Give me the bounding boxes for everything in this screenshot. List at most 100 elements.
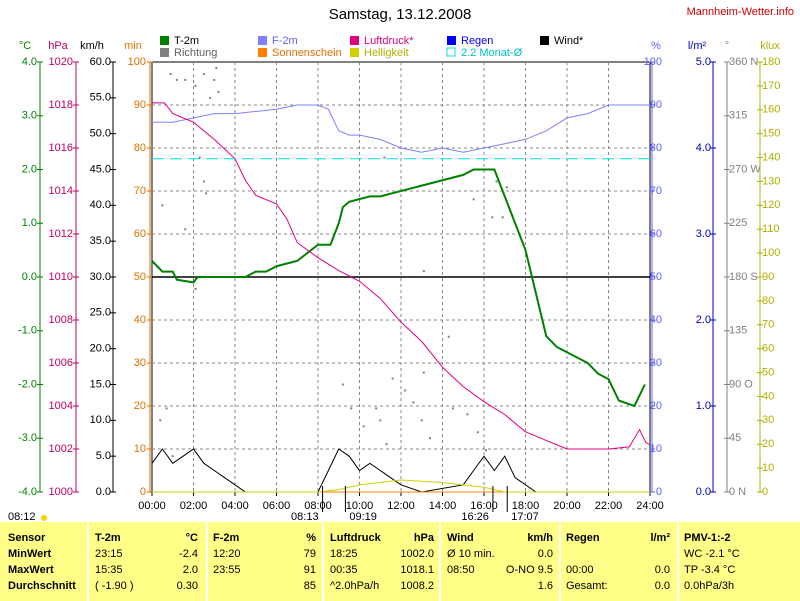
legend-swatch <box>160 36 169 45</box>
direction-dot <box>194 287 197 290</box>
y-tick-label: 2.0 <box>22 163 37 175</box>
legend-label: F-2m <box>272 35 298 47</box>
x-tick-label: 10:00 <box>346 500 374 512</box>
y-tick-label: 80 <box>134 142 146 154</box>
y-tick-label: 20 <box>134 400 146 412</box>
direction-dot <box>350 407 353 410</box>
table-cell: 15:35 <box>95 564 123 576</box>
y-tick-label: 180 <box>762 56 780 68</box>
direction-dot <box>194 84 197 87</box>
y-tick-label: 30 <box>134 357 146 369</box>
direction-dot <box>447 335 450 338</box>
direction-dot <box>375 407 378 410</box>
table-cell: 23:55 <box>213 564 241 576</box>
y-tick-label: 40 <box>134 314 146 326</box>
axis-unit: ° <box>725 40 729 52</box>
y-tick-label: 25.0 <box>90 307 111 319</box>
table-cell: -2.4 <box>179 548 198 560</box>
series-line <box>152 104 650 153</box>
y-tick-label: 160 <box>762 104 780 116</box>
direction-dot <box>412 401 415 404</box>
direction-dot <box>165 407 168 410</box>
legend-swatch <box>540 36 549 45</box>
x-tick-label: 12:00 <box>387 500 415 512</box>
y-tick-label: 1012 <box>49 228 73 240</box>
event-label: 16:26 <box>461 511 489 523</box>
y-tick-label: 5.0 <box>96 450 111 462</box>
y-tick-label: 120 <box>762 199 780 211</box>
direction-dot <box>472 198 475 201</box>
y-tick-label: 135 <box>729 325 747 337</box>
legend-swatch <box>258 48 267 57</box>
y-tick-label: 130 <box>762 175 780 187</box>
table-cell: O-NO 9.5 <box>506 564 553 576</box>
series-line <box>152 102 651 450</box>
legend-label: Wind* <box>554 35 584 47</box>
table-cell: Durchschnitt <box>8 580 76 592</box>
y-tick-label: 60.0 <box>90 56 111 68</box>
y-tick-label: 30 <box>650 357 662 369</box>
y-tick-label: 2.0 <box>696 314 711 326</box>
y-tick-label: 60 <box>762 343 774 355</box>
axis-unit: hPa <box>48 40 68 52</box>
legend-label: Regen <box>461 35 493 47</box>
x-tick-label: 02:00 <box>180 500 208 512</box>
table-cell: Luftdruck <box>330 532 382 544</box>
y-tick-label: 1018 <box>49 99 73 111</box>
direction-dot <box>198 156 201 159</box>
sunrise-label: 08:12 <box>8 511 36 523</box>
table-cell: ( -1.90 ) <box>95 580 134 592</box>
table-cell: km/h <box>527 532 553 544</box>
y-tick-label: 20.0 <box>90 343 111 355</box>
y-tick-label: 100 <box>762 247 780 259</box>
direction-dot <box>184 78 187 81</box>
y-tick-label: 1.0 <box>22 217 37 229</box>
direction-dot <box>175 78 178 81</box>
direction-dot <box>362 425 365 428</box>
direction-dot <box>501 216 504 219</box>
table-cell: 23:15 <box>95 548 123 560</box>
table-cell: 18:25 <box>330 548 358 560</box>
table-cell: ^2.0hPa/h <box>330 580 379 592</box>
y-tick-label: -2.0 <box>18 378 37 390</box>
y-tick-label: 1008 <box>49 314 73 326</box>
x-tick-label: 00:00 <box>138 500 166 512</box>
direction-dot <box>215 66 218 69</box>
table-cell: MinWert <box>8 548 52 560</box>
y-tick-label: 20 <box>650 400 662 412</box>
y-tick-label: 90 <box>134 99 146 111</box>
y-tick-label: 60 <box>134 228 146 240</box>
table-cell: 00:00 <box>566 564 594 576</box>
table-cell: 00:35 <box>330 564 358 576</box>
legend-swatch <box>258 36 267 45</box>
table-cell: 2.0 <box>183 564 198 576</box>
table-cell: 1002.0 <box>400 548 434 560</box>
y-tick-label: 1.0 <box>696 400 711 412</box>
table-cell: 91 <box>304 564 316 576</box>
y-tick-label: 45.0 <box>90 163 111 175</box>
direction-dot <box>184 228 187 231</box>
y-tick-label: 110 <box>762 223 780 235</box>
legend-swatch <box>446 47 456 57</box>
y-tick-label: 0 N <box>729 486 746 498</box>
event-label: 08:13 <box>291 511 319 523</box>
y-tick-label: 50 <box>650 271 662 283</box>
y-tick-label: 30 <box>762 414 774 426</box>
y-tick-label: 3.0 <box>22 110 37 122</box>
y-tick-label: 225 <box>729 217 747 229</box>
legend-swatch <box>160 48 169 57</box>
y-tick-label: 10.0 <box>90 414 111 426</box>
legend-swatch <box>447 36 456 45</box>
y-tick-label: 50 <box>762 366 774 378</box>
axis-unit: klux <box>760 40 780 52</box>
axis-unit: min <box>124 40 142 52</box>
y-tick-label: 70 <box>762 319 774 331</box>
y-tick-label: 0 <box>762 486 768 498</box>
direction-dot <box>161 204 164 207</box>
x-tick-label: 22:00 <box>595 500 623 512</box>
direction-dot <box>505 186 508 189</box>
direction-dot <box>379 419 382 422</box>
y-tick-label: 180 S <box>729 271 758 283</box>
site-name: Mannheim-Wetter.info <box>687 6 794 18</box>
direction-dot <box>204 192 207 195</box>
